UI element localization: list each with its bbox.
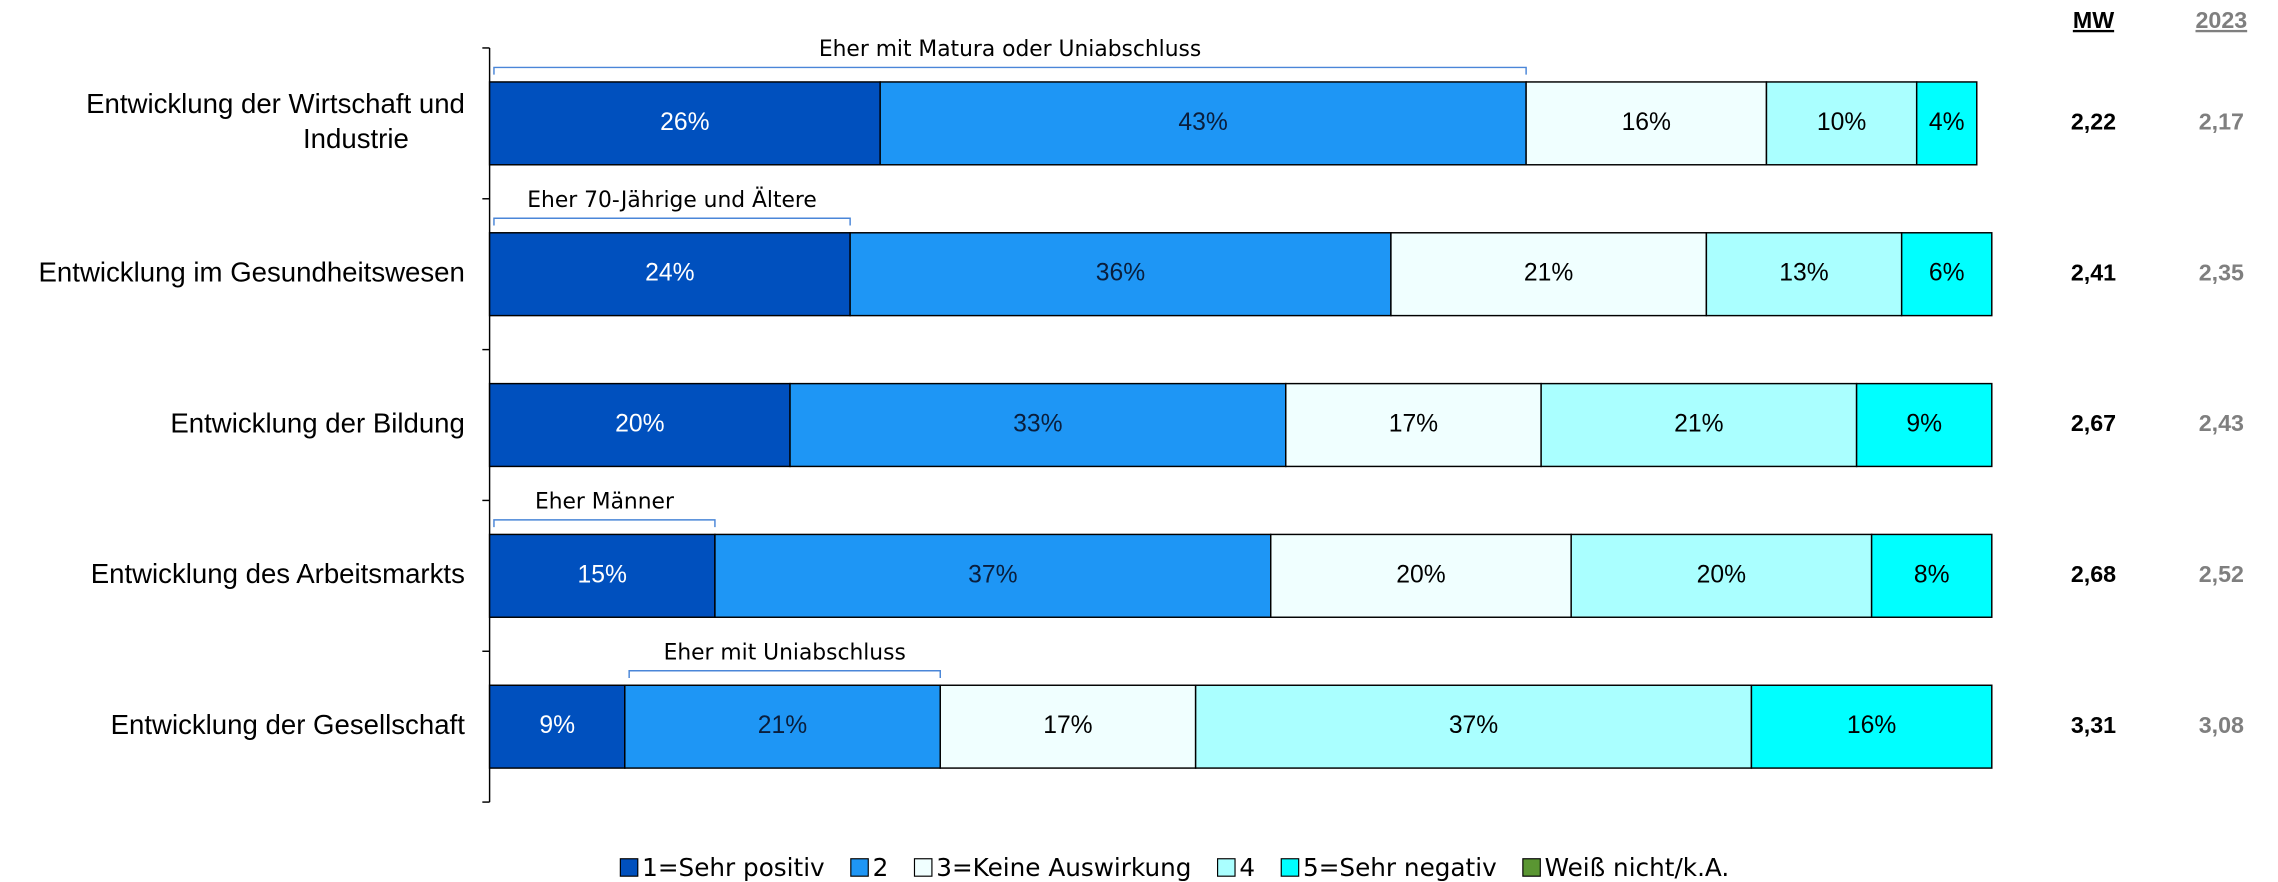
category-label: Entwicklung der Wirtschaft und Industrie bbox=[86, 88, 465, 154]
legend-swatch bbox=[1217, 858, 1236, 877]
legend-label: Weiß nicht/k.A. bbox=[1545, 853, 1730, 882]
legend-label: 2 bbox=[873, 853, 889, 882]
bar-segment bbox=[1900, 232, 1993, 317]
column-value: 3,08 bbox=[2199, 712, 2244, 738]
bar-segment bbox=[939, 684, 1197, 769]
category-label: Entwicklung des Arbeitsmarkts bbox=[91, 558, 465, 589]
column-header: MW bbox=[2073, 7, 2114, 33]
column-value: 2,35 bbox=[2199, 259, 2244, 285]
annotation-bracket bbox=[493, 519, 716, 528]
column-value: 2,41 bbox=[2071, 259, 2116, 285]
bar-segment bbox=[1285, 382, 1542, 468]
legend-swatch bbox=[619, 858, 639, 877]
bar-segment bbox=[488, 684, 626, 769]
legend-swatch bbox=[1522, 858, 1541, 877]
column-value: 2,67 bbox=[2071, 410, 2116, 436]
bar-segment bbox=[1525, 81, 1768, 166]
annotation-bracket bbox=[493, 66, 1527, 75]
data-label: 16% bbox=[1622, 109, 1671, 136]
bar-segment bbox=[1855, 382, 1993, 468]
column-header: 2023 bbox=[2195, 7, 2247, 33]
bar-segment bbox=[1540, 382, 1858, 468]
bar-segment bbox=[1705, 232, 1903, 317]
bar-segment bbox=[1870, 533, 1993, 618]
bar-segment bbox=[714, 533, 1272, 618]
annotation-bracket bbox=[628, 670, 941, 678]
legend-label: 4 bbox=[1239, 853, 1255, 882]
data-label: 9% bbox=[1906, 411, 1942, 438]
column-value: 2,43 bbox=[2199, 410, 2244, 436]
bar-segment bbox=[789, 382, 1287, 468]
bar-segment bbox=[1765, 81, 1918, 166]
legend-label: 3=Keine Auswirkung bbox=[936, 853, 1191, 882]
data-label: 6% bbox=[1929, 260, 1965, 287]
data-label: 4% bbox=[1929, 109, 1965, 136]
column-value: 2,52 bbox=[2199, 561, 2244, 587]
data-label: 21% bbox=[1524, 260, 1573, 287]
column-value: 2,17 bbox=[2199, 109, 2244, 135]
bar-segment bbox=[1194, 684, 1753, 769]
data-label: 16% bbox=[1847, 712, 1896, 739]
data-label: 43% bbox=[1178, 109, 1227, 136]
legend-label: 1=Sehr positiv bbox=[642, 853, 825, 882]
data-label: 17% bbox=[1043, 712, 1092, 739]
annotation-text: Eher mit Uniabschluss bbox=[664, 640, 906, 665]
bar-segment bbox=[488, 382, 791, 468]
category-label: Entwicklung der Bildung bbox=[170, 407, 464, 438]
data-label: 10% bbox=[1817, 109, 1866, 136]
data-label: 36% bbox=[1096, 260, 1145, 287]
legend-swatch bbox=[913, 858, 933, 877]
data-label: 8% bbox=[1914, 561, 1950, 588]
bar-segment bbox=[1570, 533, 1873, 618]
category-label: Entwicklung der Gesellschaft bbox=[111, 709, 466, 740]
data-label: 15% bbox=[578, 561, 627, 588]
legend-swatch bbox=[850, 858, 869, 877]
data-label: 20% bbox=[1697, 561, 1746, 588]
data-label: 20% bbox=[615, 411, 664, 438]
column-value: 3,31 bbox=[2071, 712, 2116, 738]
legend-swatch bbox=[1280, 858, 1300, 877]
bar-segment bbox=[1750, 684, 1993, 769]
data-label: 21% bbox=[758, 712, 807, 739]
data-label: 9% bbox=[539, 712, 575, 739]
column-value: 2,22 bbox=[2071, 109, 2116, 135]
legend-label: 5=Sehr negativ bbox=[1303, 853, 1497, 882]
category-label: Entwicklung im Gesundheitswesen bbox=[39, 256, 465, 287]
data-label: 24% bbox=[645, 260, 694, 287]
annotation-bracket bbox=[493, 217, 851, 226]
data-label: 20% bbox=[1396, 561, 1445, 588]
column-value: 2,68 bbox=[2071, 561, 2116, 587]
bar-segment bbox=[1915, 81, 1978, 166]
bar-segment bbox=[624, 684, 941, 769]
bar-segment bbox=[488, 533, 716, 618]
bar-segment bbox=[1270, 533, 1572, 618]
data-label: 26% bbox=[660, 109, 709, 136]
data-label: 13% bbox=[1779, 260, 1828, 287]
data-label: 17% bbox=[1389, 411, 1438, 438]
annotation-text: Eher mit Matura oder Uniabschluss bbox=[819, 37, 1201, 62]
bar-segment bbox=[488, 81, 881, 166]
bar-segment bbox=[488, 232, 851, 317]
annotation-text: Eher Männer bbox=[535, 489, 674, 514]
data-label: 37% bbox=[1449, 712, 1498, 739]
bar-segment bbox=[879, 81, 1527, 166]
data-label: 21% bbox=[1674, 411, 1723, 438]
data-label: 37% bbox=[968, 561, 1017, 588]
bar-segment bbox=[1390, 232, 1708, 317]
annotation-text: Eher 70-Jährige und Ältere bbox=[527, 187, 816, 213]
data-label: 33% bbox=[1013, 411, 1062, 438]
